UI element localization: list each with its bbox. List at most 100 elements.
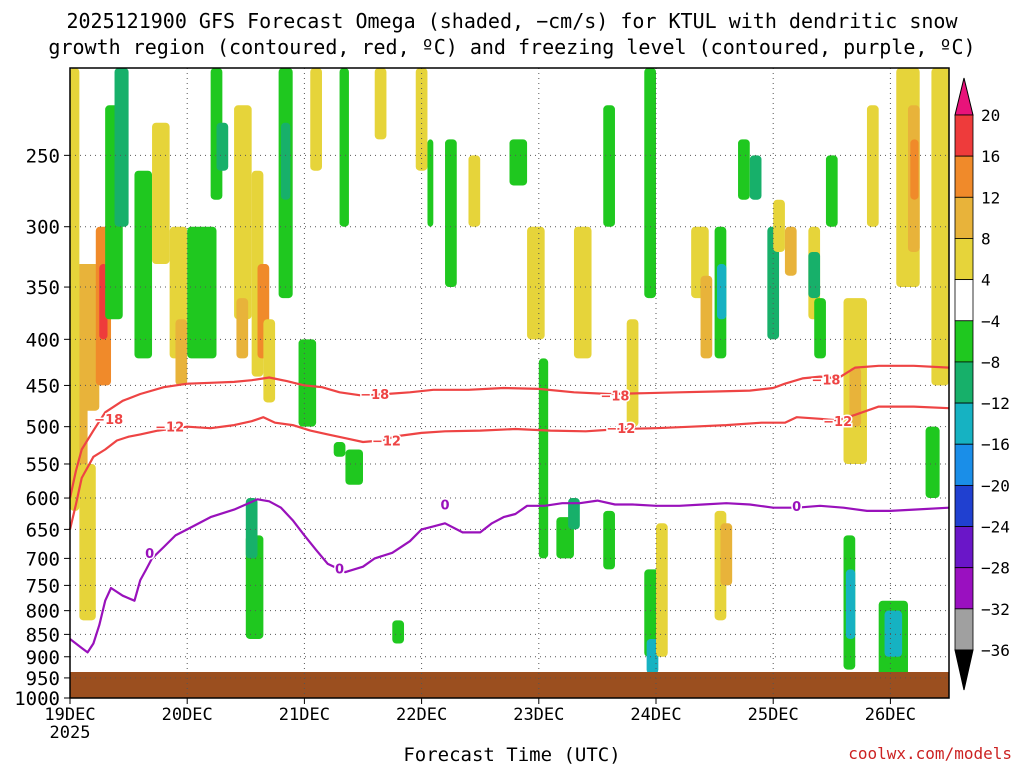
y-tick-label-13: 900 <box>26 647 60 669</box>
x-tick-year-label: 2025 <box>50 723 91 743</box>
colorbar-swatch-2 <box>954 196 974 239</box>
omega-cell-28 <box>345 449 363 485</box>
x-tick-label-7: 26DEC <box>865 705 916 725</box>
omega-cell-29 <box>374 68 387 140</box>
contour-label-dgz_minus12-3: −12 <box>823 415 852 430</box>
y-tick-label-0: 250 <box>26 145 60 167</box>
colorbar-label-9: −20 <box>981 476 1010 495</box>
ground-surface <box>70 672 949 698</box>
omega-cell-41 <box>603 105 615 227</box>
contour-label-dgz_minus18-1: −18 <box>360 388 389 403</box>
y-tick-label-6: 550 <box>26 454 60 476</box>
x-axis-title: Forecast Time (UTC) <box>403 744 621 766</box>
omega-cell-60 <box>808 251 821 299</box>
omega-cell-51 <box>716 264 727 320</box>
colorbar: 20 16 12 8 4 −4 −8 −12 −16 −20 −24 −28 −32 −36 <box>954 77 1010 691</box>
y-tick-label-7: 600 <box>26 488 60 510</box>
omega-cell-9 <box>152 122 170 265</box>
omega-cell-34 <box>468 155 481 227</box>
colorbar-swatch-6 <box>954 361 974 404</box>
colorbar-swatch-12 <box>954 608 974 651</box>
credit-text: coolwx.com/models <box>848 744 1012 763</box>
x-tick-label-3: 22DEC <box>396 705 447 725</box>
x-tick-label-6: 25DEC <box>748 705 799 725</box>
omega-cell-57 <box>773 199 785 252</box>
omega-cell-46 <box>646 638 659 674</box>
y-tick-label-2: 350 <box>26 277 60 299</box>
y-tick-label-9: 700 <box>26 548 60 570</box>
omega-cell-15 <box>234 105 252 320</box>
colorbar-bottom-arrow <box>954 649 974 691</box>
ground-surface-layer <box>70 672 949 698</box>
x-axis: 19DEC 20DEC 21DEC 22DEC 23DEC 24DEC 25DEC 26DEC… <box>44 698 916 743</box>
omega-cell-62 <box>825 155 838 227</box>
omega-cell-55 <box>749 155 762 200</box>
omega-cell-49 <box>700 275 713 359</box>
colorbar-label-3: 8 <box>981 229 991 248</box>
contour-label-freezing_level-3: 0 <box>792 500 801 515</box>
contour-label-dgz_minus18-0: −18 <box>94 413 123 428</box>
contour-label-freezing_level-1: 0 <box>335 562 344 577</box>
y-tick-label-11: 800 <box>26 601 60 623</box>
colorbar-label-10: −24 <box>981 518 1010 537</box>
plot-frame <box>69 67 950 699</box>
colorbar-swatch-4 <box>954 279 974 322</box>
omega-cell-27 <box>333 442 346 457</box>
omega-cell-16 <box>236 298 249 359</box>
colorbar-label-4: 4 <box>981 271 991 290</box>
omega-cell-5 <box>70 68 80 511</box>
omega-cell-4 <box>79 463 96 621</box>
colorbar-top-arrow <box>954 77 974 116</box>
omega-cell-42 <box>603 510 615 570</box>
omega-cell-11 <box>175 319 188 386</box>
contour-dgz_minus18 <box>68 364 950 499</box>
colorbar-label-12: −32 <box>981 600 1010 619</box>
omega-shading-layer <box>70 68 949 678</box>
chart-title-line-2: growth region (contoured, red, ºC) and f… <box>48 35 976 59</box>
chart-title: 2025121900 GFS Forecast Omega (shaded, −… <box>0 8 1024 60</box>
colorbar-label-6: −8 <box>981 353 1000 372</box>
contour-label-freezing_level-2: 0 <box>441 499 450 514</box>
colorbar-swatch-5 <box>954 320 974 363</box>
colorbar-swatch-0 <box>954 114 974 157</box>
x-tick-label-0: 19DEC <box>44 705 95 725</box>
y-tick-label-8: 650 <box>26 519 60 541</box>
y-tick-label-15: 1000 <box>14 688 60 710</box>
colorbar-label-11: −28 <box>981 559 1010 578</box>
x-tick-label-5: 24DEC <box>630 705 681 725</box>
omega-cell-43 <box>626 319 639 427</box>
x-tick-label-4: 23DEC <box>513 705 564 725</box>
omega-cell-32 <box>427 139 434 227</box>
contour-dgz_minus12 <box>68 405 950 530</box>
omega-cell-54 <box>738 139 750 200</box>
omega-cell-35 <box>509 139 528 186</box>
omega-cell-23 <box>280 122 291 200</box>
omega-cell-33 <box>445 139 457 288</box>
colorbar-swatch-10 <box>954 526 974 569</box>
contour-label-dgz_minus18-3: −18 <box>811 373 840 388</box>
omega-cell-25 <box>310 68 322 171</box>
omega-cell-24 <box>298 339 317 427</box>
colorbar-label-8: −16 <box>981 435 1010 454</box>
omega-cell-69 <box>884 610 903 657</box>
colorbar-label-13: −36 <box>981 641 1010 660</box>
omega-cell-14 <box>216 122 229 171</box>
colorbar-label-0: 20 <box>981 106 1000 125</box>
y-tick-label-14: 950 <box>26 668 60 690</box>
y-tick-label-10: 750 <box>26 575 60 597</box>
contour-freezing_level <box>69 498 950 654</box>
x-tick-label-1: 20DEC <box>162 705 213 725</box>
contour-label-freezing_level-0: 0 <box>145 547 154 562</box>
contour-label-dgz_minus18-2: −18 <box>600 390 629 405</box>
colorbar-swatch-1 <box>954 155 974 198</box>
omega-cell-37 <box>538 358 549 559</box>
omega-cell-26 <box>339 68 349 227</box>
colorbar-label-2: 12 <box>981 188 1000 207</box>
y-axis: 2503003504004505005506006507007508008509… <box>14 145 70 710</box>
y-tick-label-4: 450 <box>26 375 60 397</box>
colorbar-swatch-11 <box>954 567 974 610</box>
omega-cell-12 <box>187 226 217 359</box>
contour-label-dgz_minus12-1: −12 <box>372 435 401 450</box>
chart-title-line-1: 2025121900 GFS Forecast Omega (shaded, −… <box>66 9 958 33</box>
